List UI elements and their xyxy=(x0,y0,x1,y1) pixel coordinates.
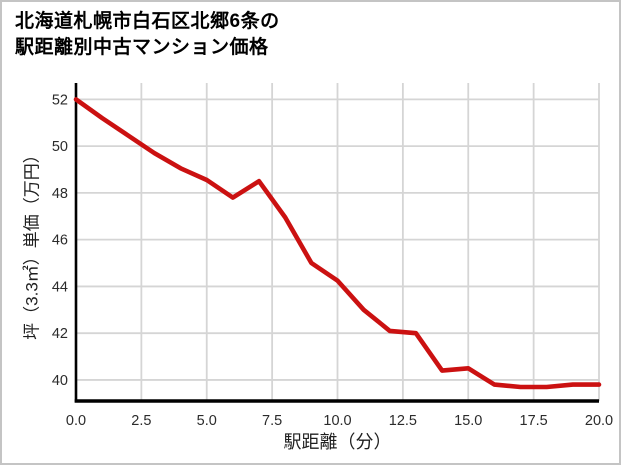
tick-label-layer: 0.0 2.5 5.0 7.5 10.0 12.5 15.0 17.5 20.0 52 50 48 46… xyxy=(52,92,613,429)
x-tick-label: 5.0 xyxy=(197,413,217,429)
y-tick-label: 52 xyxy=(52,92,68,108)
x-tick-label: 7.5 xyxy=(262,413,282,429)
x-tick-label: 12.5 xyxy=(389,413,417,429)
series-layer xyxy=(73,97,602,390)
x-tick-label: 20.0 xyxy=(585,413,613,429)
y-tick-label: 42 xyxy=(52,326,68,342)
y-tick-label: 48 xyxy=(52,186,68,202)
price-line xyxy=(73,97,602,390)
chart-title-line1: 北海道札幌市白石区北郷6条の xyxy=(15,11,280,32)
y-tick-label: 46 xyxy=(52,233,68,249)
grid-layer xyxy=(75,83,600,401)
x-tick-label: 2.5 xyxy=(131,413,151,429)
x-axis-title: 駅距離（分） xyxy=(283,432,392,452)
x-tick-label: 15.0 xyxy=(454,413,482,429)
y-tick-label: 40 xyxy=(52,373,68,389)
x-tick-label: 0.0 xyxy=(66,413,86,429)
x-tick-label: 10.0 xyxy=(323,413,351,429)
x-tick-label: 17.5 xyxy=(520,413,548,429)
chart-title-line2: 駅距離別中古マンション価格 xyxy=(15,37,269,58)
y-axis-title: 坪（3.3㎡）単価（万円） xyxy=(22,146,42,340)
y-tick-label: 44 xyxy=(52,279,68,295)
y-tick-label: 50 xyxy=(52,139,68,155)
axis-layer xyxy=(74,83,599,403)
chart-title: 北海道札幌市白石区北郷6条の 駅距離別中古マンション価格 xyxy=(15,9,280,61)
